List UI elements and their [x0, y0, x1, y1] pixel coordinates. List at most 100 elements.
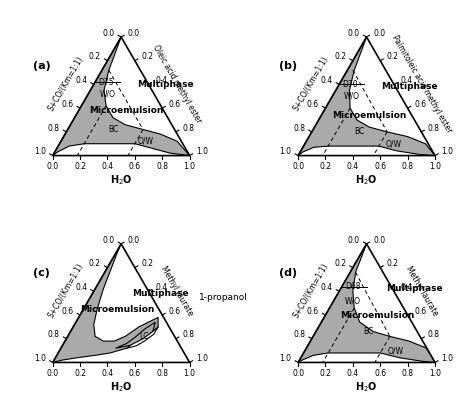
Text: 0.6: 0.6	[374, 162, 386, 171]
Text: 0.0: 0.0	[373, 236, 385, 245]
Text: 1.0: 1.0	[34, 354, 46, 363]
Text: 0.2: 0.2	[319, 369, 331, 378]
Text: (d): (d)	[279, 268, 297, 278]
Text: 0.4: 0.4	[75, 76, 87, 85]
Text: S+CO/(Km=1:1): S+CO/(Km=1:1)	[292, 262, 330, 320]
Polygon shape	[298, 37, 435, 156]
Text: 0.6: 0.6	[414, 307, 426, 316]
Text: BC: BC	[108, 125, 118, 134]
Text: W/O: W/O	[344, 92, 359, 101]
Text: 0.8: 0.8	[428, 330, 440, 339]
Text: Palmitoleic acid methyl ester: Palmitoleic acid methyl ester	[391, 33, 454, 135]
Text: 0.2: 0.2	[334, 52, 346, 61]
Text: 0.0: 0.0	[102, 236, 115, 245]
Text: O/W: O/W	[387, 346, 403, 355]
Text: D75: D75	[99, 77, 114, 87]
Text: 0.4: 0.4	[155, 76, 167, 85]
Text: Multiphase: Multiphase	[137, 80, 193, 89]
Text: 0.4: 0.4	[320, 76, 333, 85]
Text: Microemulsion: Microemulsion	[332, 111, 407, 120]
Text: 1.0: 1.0	[34, 147, 46, 156]
Text: 0.0: 0.0	[348, 29, 360, 38]
Text: 0.6: 0.6	[307, 100, 319, 109]
Text: LC: LC	[140, 332, 149, 341]
Text: 0.6: 0.6	[62, 100, 73, 109]
Text: 0.0: 0.0	[292, 369, 304, 378]
Text: 0.6: 0.6	[374, 369, 386, 378]
Text: 0.0: 0.0	[46, 162, 59, 171]
Text: 0.0: 0.0	[102, 29, 115, 38]
Text: 1.0: 1.0	[280, 147, 292, 156]
Text: 0.6: 0.6	[169, 100, 181, 109]
Text: 0.8: 0.8	[182, 124, 194, 133]
Text: 0.4: 0.4	[347, 162, 359, 171]
Text: Methyl laurate: Methyl laurate	[159, 264, 195, 317]
Text: Oleic acid methyl ester: Oleic acid methyl ester	[151, 44, 203, 125]
Text: 0.6: 0.6	[414, 100, 426, 109]
Text: 0.4: 0.4	[101, 162, 113, 171]
Text: S+CO/(Km=1:1): S+CO/(Km=1:1)	[46, 262, 85, 320]
Text: H$_2$O: H$_2$O	[110, 173, 132, 187]
Text: Microemulsion: Microemulsion	[81, 305, 155, 314]
Text: 1.0: 1.0	[196, 354, 208, 363]
Text: W/O: W/O	[100, 89, 116, 98]
Text: 1.0: 1.0	[196, 147, 208, 156]
Text: 0.6: 0.6	[307, 307, 319, 316]
Text: 0.2: 0.2	[74, 162, 86, 171]
Text: H$_2$O: H$_2$O	[110, 380, 132, 394]
Text: (b): (b)	[279, 61, 297, 71]
Text: 0.4: 0.4	[401, 283, 412, 292]
Text: 0.0: 0.0	[46, 369, 59, 378]
Text: O/W: O/W	[386, 139, 402, 148]
Text: S+CO/(Km=1:1): S+CO/(Km=1:1)	[46, 55, 85, 113]
Polygon shape	[127, 327, 158, 348]
Text: 0.4: 0.4	[155, 283, 167, 292]
Text: BC: BC	[355, 127, 365, 136]
Text: 0.8: 0.8	[182, 330, 194, 339]
Text: 0.8: 0.8	[293, 330, 305, 339]
Text: 1.0: 1.0	[442, 354, 454, 363]
Text: 0.8: 0.8	[401, 369, 414, 378]
Text: 1.0: 1.0	[183, 369, 196, 378]
Text: 0.2: 0.2	[387, 259, 399, 268]
Text: 0.6: 0.6	[169, 307, 181, 316]
Text: H$_2$O: H$_2$O	[355, 380, 378, 394]
Text: Multiphase: Multiphase	[133, 289, 189, 298]
Text: Multiphase: Multiphase	[386, 285, 443, 293]
Text: 0.0: 0.0	[373, 29, 385, 38]
Text: 0.4: 0.4	[320, 283, 333, 292]
Text: 0.4: 0.4	[401, 76, 412, 85]
Text: S+CO/(Km=1:1): S+CO/(Km=1:1)	[292, 55, 330, 113]
Text: O/W: O/W	[138, 137, 154, 146]
Text: 0.2: 0.2	[319, 162, 331, 171]
Text: 0.2: 0.2	[141, 52, 154, 61]
Text: D68: D68	[346, 282, 361, 291]
Polygon shape	[53, 244, 158, 362]
Text: 0.0: 0.0	[348, 236, 360, 245]
Text: 0.0: 0.0	[128, 236, 140, 245]
Text: (c): (c)	[34, 268, 50, 278]
Text: 0.4: 0.4	[347, 369, 359, 378]
Text: 0.2: 0.2	[89, 259, 101, 268]
Text: 0.8: 0.8	[293, 124, 305, 133]
Text: 0.6: 0.6	[62, 307, 73, 316]
Text: H$_2$O: H$_2$O	[355, 173, 378, 187]
Text: 0.6: 0.6	[129, 369, 141, 378]
Text: 0.8: 0.8	[156, 369, 168, 378]
Text: 0.8: 0.8	[48, 124, 60, 133]
Text: 1-propanol: 1-propanol	[200, 293, 248, 302]
Text: 0.2: 0.2	[141, 259, 154, 268]
Text: 1.0: 1.0	[183, 162, 196, 171]
Text: 0.0: 0.0	[292, 162, 304, 171]
Text: 0.6: 0.6	[129, 162, 141, 171]
Text: 1.0: 1.0	[280, 354, 292, 363]
Polygon shape	[53, 37, 190, 156]
Polygon shape	[298, 244, 435, 362]
Text: 1.0: 1.0	[429, 369, 441, 378]
Text: 0.8: 0.8	[401, 162, 414, 171]
Text: Microemulsion: Microemulsion	[90, 106, 164, 115]
Text: 0.8: 0.8	[428, 124, 440, 133]
Text: 0.4: 0.4	[75, 283, 87, 292]
Text: BC: BC	[363, 327, 373, 336]
Text: 0.2: 0.2	[74, 369, 86, 378]
